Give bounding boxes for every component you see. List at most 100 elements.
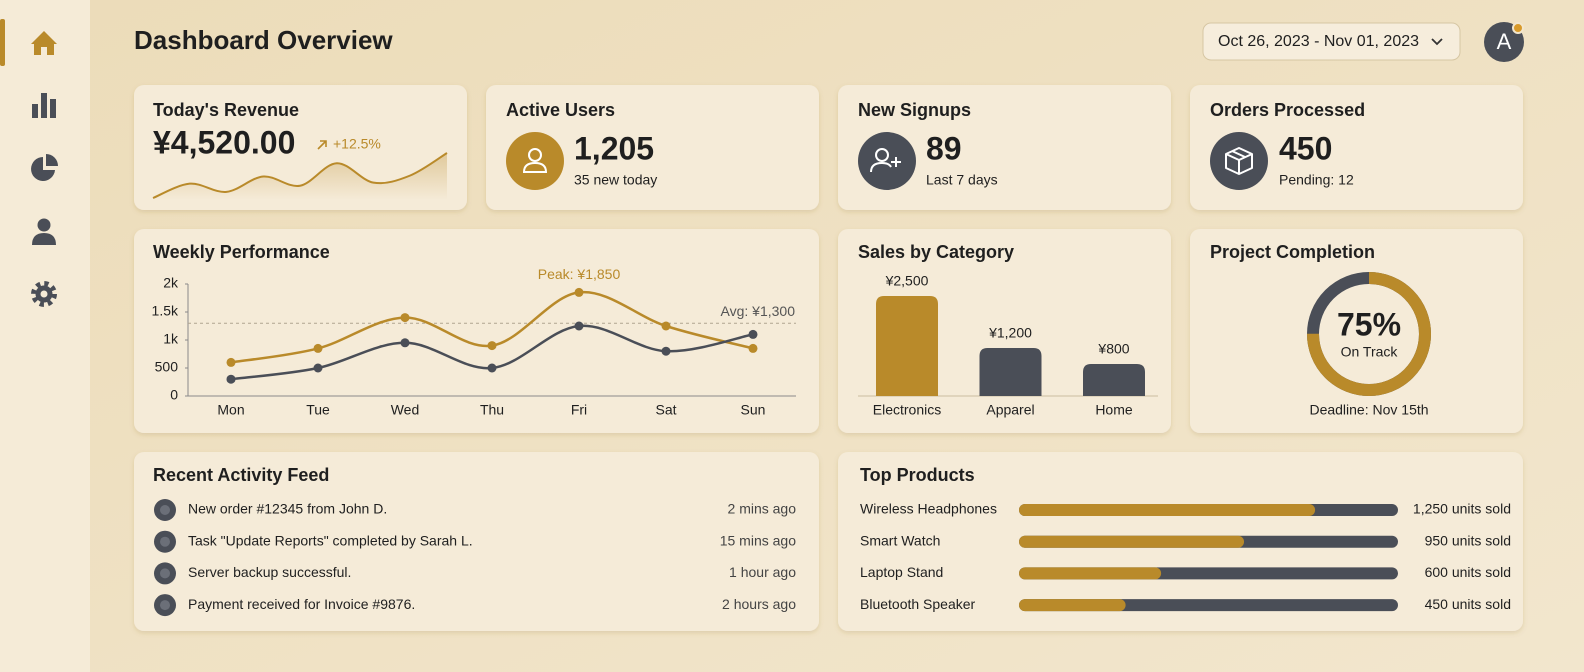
activity-dot-inner bbox=[160, 505, 170, 515]
avatar[interactable]: A bbox=[1484, 22, 1524, 62]
kpi-change: +12.5% bbox=[333, 136, 381, 152]
value-label: ¥2,500 bbox=[885, 273, 929, 289]
data-point bbox=[487, 363, 497, 373]
peak-label: Peak: ¥1,850 bbox=[538, 266, 621, 282]
data-point bbox=[574, 321, 584, 331]
activity-dot-inner bbox=[160, 536, 170, 547]
product-name: Wireless Headphones bbox=[860, 501, 997, 517]
data-point bbox=[400, 338, 410, 348]
bar bbox=[1019, 504, 1316, 516]
y-tick-label: 2k bbox=[163, 275, 179, 291]
sparkline-fill bbox=[153, 153, 447, 200]
x-tick-label: Electronics bbox=[873, 402, 941, 418]
data-point bbox=[661, 346, 671, 356]
card-title: Weekly Performance bbox=[153, 242, 330, 262]
donut-value: 75% bbox=[1337, 306, 1401, 342]
data-point bbox=[661, 321, 671, 331]
card bbox=[134, 229, 819, 433]
chevron bbox=[1431, 38, 1443, 46]
y-tick-label: 0 bbox=[170, 387, 178, 403]
card bbox=[134, 452, 819, 631]
y-tick-label: 1.5k bbox=[152, 303, 179, 319]
activity-time: 15 mins ago bbox=[720, 532, 796, 548]
sparkline bbox=[152, 152, 448, 199]
users-icon[interactable] bbox=[32, 218, 56, 246]
bar bbox=[1083, 364, 1145, 396]
kpi-title: Orders Processed bbox=[1210, 100, 1365, 120]
card bbox=[486, 85, 819, 210]
kpi-value: 89 bbox=[926, 130, 962, 166]
product-name: Bluetooth Speaker bbox=[860, 596, 976, 612]
donut-status: On Track bbox=[1341, 344, 1399, 360]
value-label: 1,250 units sold bbox=[1413, 501, 1511, 517]
analytics-icon[interactable] bbox=[32, 93, 56, 118]
add-user-icon bbox=[870, 148, 901, 173]
kpi-title: New Signups bbox=[858, 100, 971, 120]
value-label: ¥1,200 bbox=[988, 325, 1032, 341]
data-point bbox=[400, 313, 410, 323]
settings-icon[interactable] bbox=[31, 281, 57, 307]
kpi-note: Pending: 12 bbox=[1279, 172, 1354, 188]
date-range: Oct 26, 2023 - Nov 01, 2023 bbox=[1218, 33, 1419, 50]
activity-text: New order #12345 from John D. bbox=[188, 501, 387, 517]
x-tick-label: Home bbox=[1095, 402, 1133, 418]
card-title: Recent Activity Feed bbox=[153, 465, 329, 485]
data-point bbox=[313, 363, 323, 373]
x-tick-label: Wed bbox=[391, 402, 420, 418]
user-icon bbox=[522, 148, 548, 173]
page-title: Dashboard Overview bbox=[134, 25, 393, 55]
card bbox=[134, 85, 467, 210]
activity-time: 2 hours ago bbox=[722, 596, 796, 612]
x-tick-label: Mon bbox=[217, 402, 244, 418]
deadline: Deadline: Nov 15th bbox=[1309, 402, 1428, 418]
donut-progress bbox=[1307, 272, 1431, 396]
y-tick-label: 1k bbox=[163, 331, 179, 347]
home-icon[interactable] bbox=[31, 31, 57, 55]
kpi-icon-bg bbox=[858, 132, 916, 190]
value-label: 450 units sold bbox=[1425, 596, 1511, 612]
data-point bbox=[226, 357, 236, 367]
data-point bbox=[313, 343, 323, 353]
value-label: 950 units sold bbox=[1425, 532, 1511, 548]
data-point bbox=[226, 374, 236, 384]
kpi-note: 35 new today bbox=[574, 172, 657, 188]
x-tick-label: Sat bbox=[655, 402, 676, 418]
average-label: Avg: ¥1,300 bbox=[721, 303, 796, 319]
x-tick-label: Thu bbox=[480, 402, 504, 418]
bar bbox=[1019, 599, 1126, 612]
active-indicator bbox=[0, 19, 5, 66]
x-tick-label: Sun bbox=[741, 402, 766, 418]
kpi-title: Today's Revenue bbox=[153, 100, 299, 120]
trend-arrow bbox=[317, 140, 327, 150]
y-tick-label: 500 bbox=[155, 359, 179, 375]
activity-time: 2 mins ago bbox=[728, 501, 797, 517]
activity-text: Task "Update Reports" completed by Sarah… bbox=[188, 532, 473, 548]
date-picker[interactable]: Oct 26, 2023 - Nov 01, 2023 bbox=[1202, 22, 1461, 61]
data-point bbox=[748, 343, 758, 353]
bar bbox=[876, 296, 938, 396]
bar bbox=[979, 348, 1042, 396]
kpi-note: Last 7 days bbox=[926, 172, 998, 188]
kpi-value: 1,205 bbox=[574, 130, 654, 166]
value-label: ¥800 bbox=[1097, 341, 1129, 357]
card-title: Project Completion bbox=[1210, 242, 1375, 262]
status-dot bbox=[1512, 22, 1524, 34]
card-title: Sales by Category bbox=[858, 242, 1014, 262]
box-icon bbox=[1225, 147, 1253, 175]
product-name: Smart Watch bbox=[860, 532, 940, 548]
activity-text: Server backup successful. bbox=[188, 564, 351, 580]
activity-time: 1 hour ago bbox=[729, 564, 796, 580]
date-button[interactable] bbox=[1202, 22, 1461, 61]
reports-icon[interactable] bbox=[31, 154, 58, 181]
data-point bbox=[574, 287, 584, 297]
bar bbox=[1019, 535, 1245, 548]
data-point bbox=[748, 329, 758, 339]
kpi-title: Active Users bbox=[506, 100, 615, 120]
activity-text: Payment received for Invoice #9876. bbox=[188, 596, 415, 612]
kpi-value: ¥4,520.00 bbox=[153, 124, 295, 160]
data-point bbox=[487, 341, 497, 351]
x-tick-label: Apparel bbox=[986, 402, 1034, 418]
card bbox=[1190, 85, 1523, 210]
